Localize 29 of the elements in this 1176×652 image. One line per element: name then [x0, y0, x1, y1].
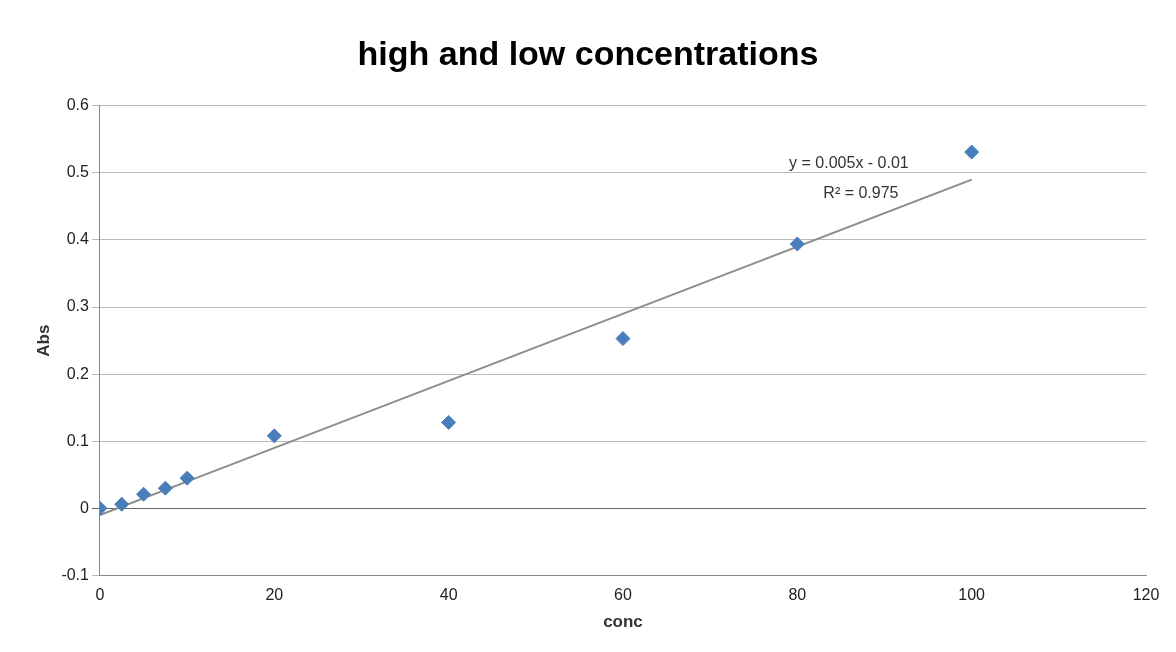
y-tick-label: 0.4 [66, 230, 90, 248]
y-tick-label: 0.2 [66, 364, 90, 382]
x-tick-label: 20 [265, 586, 284, 604]
y-tick-label: -0.1 [61, 565, 90, 583]
point [157, 480, 173, 496]
point [114, 496, 130, 512]
y-tick-label: 0.3 [66, 297, 90, 315]
y-axis-title: Abs [33, 324, 53, 357]
x-tick-label: 80 [788, 586, 807, 604]
y-tick-label: 0.5 [66, 163, 90, 181]
point [441, 414, 457, 430]
x-axis-title: conc [603, 612, 643, 632]
y-tick-label: 0.6 [66, 96, 90, 114]
point [964, 144, 980, 160]
point [266, 428, 282, 444]
y-tick-label: 0 [80, 498, 90, 516]
point [179, 470, 195, 486]
annotation: R² = 0.975 [823, 183, 899, 201]
chart-title: high and low concentrations [357, 33, 819, 72]
x-tick-label: 0 [95, 586, 105, 604]
annotation: y = 0.005x - 0.01 [789, 153, 909, 171]
x-tick-label: 120 [1132, 586, 1160, 604]
x-tick-label: 60 [614, 586, 632, 604]
point [136, 486, 152, 502]
point [789, 236, 805, 252]
point [615, 331, 631, 347]
x-tick-label: 100 [958, 586, 986, 604]
y-tick-label: 0.1 [66, 431, 90, 449]
x-tick-label: 40 [439, 586, 458, 604]
